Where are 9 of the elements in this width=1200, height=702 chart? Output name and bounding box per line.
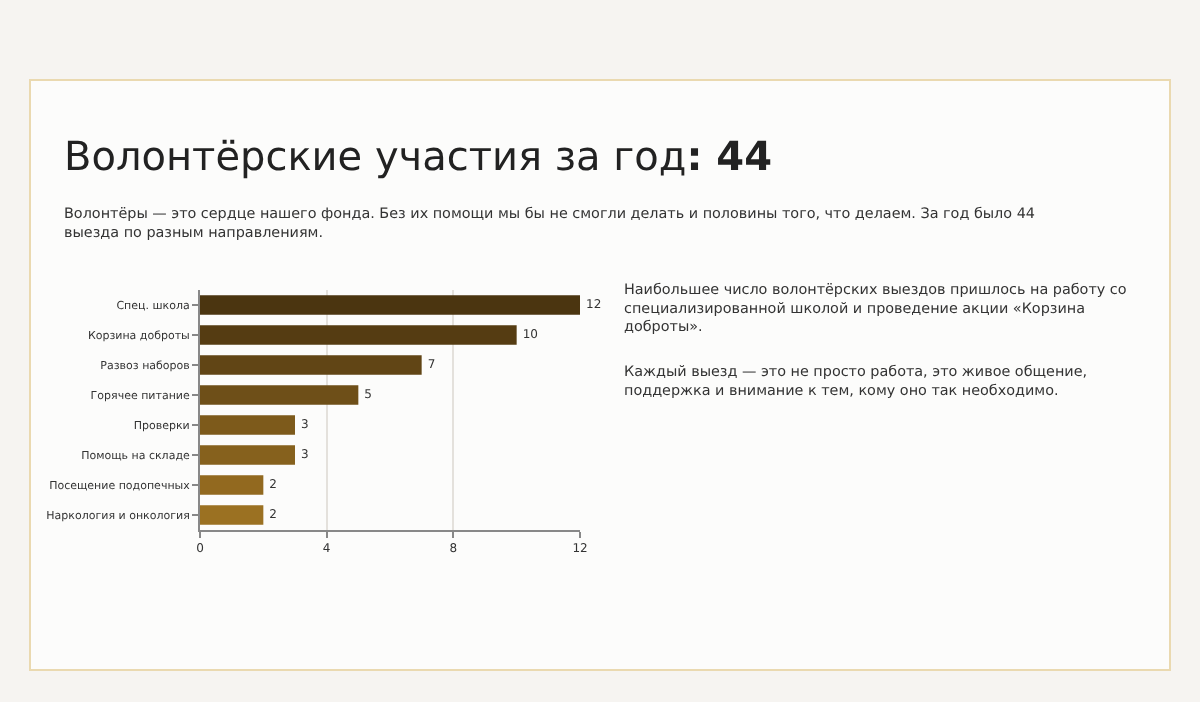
bar xyxy=(200,445,295,465)
bar xyxy=(200,385,359,405)
bar xyxy=(200,355,422,375)
chart-title: Волонтёрские участия за год: 44 xyxy=(64,132,772,180)
bar xyxy=(200,295,580,315)
bar xyxy=(200,505,264,525)
bar xyxy=(200,415,295,435)
bar xyxy=(200,475,264,495)
bar xyxy=(200,325,517,345)
